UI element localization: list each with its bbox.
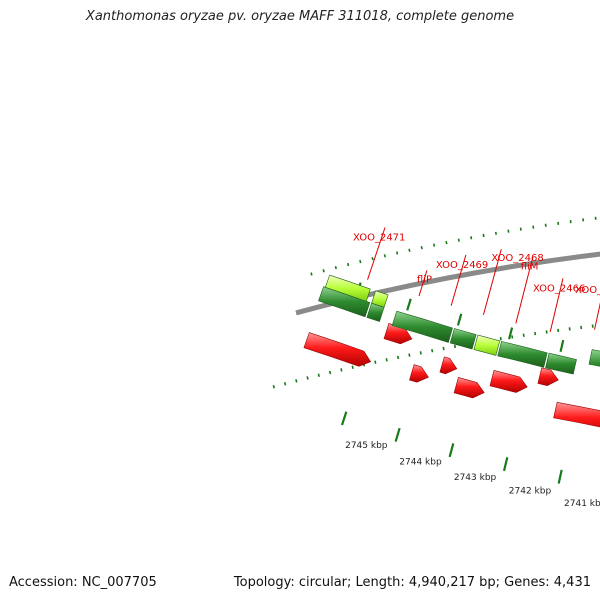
- gene-label[interactable]: XOO_2471: [353, 233, 405, 244]
- scale-label: 2742 kbp: [509, 487, 552, 497]
- reverse-gene-light: [371, 290, 389, 308]
- forward-gene: [553, 401, 600, 428]
- scale-label: 2745 kbp: [345, 441, 388, 451]
- scale-label: 2744 kbp: [399, 458, 442, 468]
- gene-leader-line: [549, 278, 564, 332]
- map-title: Xanthomonas oryzae pv. oryzae MAFF 31101…: [85, 9, 515, 24]
- reverse-gene: [588, 349, 600, 367]
- scale-tick-major: [394, 427, 401, 442]
- gene-leader-line: [450, 254, 467, 306]
- forward-gene: [409, 364, 429, 383]
- reverse-gene: [449, 328, 477, 350]
- backbone-layer: [295, 251, 600, 316]
- scale-layer: 2745 kbp 2744 kbp 2743 kbp 2742 kbp 2741 kbp…: [268, 216, 600, 509]
- reverse-gene: [545, 352, 577, 375]
- gene-leader-line: [482, 249, 502, 315]
- scale-tick-major: [448, 443, 455, 458]
- gene-label[interactable]: XOO_2468: [491, 253, 543, 264]
- genome-backbone: [295, 251, 600, 316]
- reverse-gene: [391, 310, 453, 343]
- gene-leader-line: [418, 270, 428, 297]
- gene-leader-line: [515, 257, 534, 324]
- genome-stats-text: Topology: circular; Length: 4,940,217 bp…: [233, 575, 591, 590]
- forward-gene: [439, 356, 458, 375]
- inner-tick-major: [559, 339, 565, 353]
- reverse-gene: [497, 341, 548, 368]
- gene-layer: [303, 274, 600, 428]
- inner-tick-major: [406, 298, 412, 311]
- accession-text: Accession: NC_007705: [9, 575, 157, 590]
- scale-tick-major: [340, 411, 348, 426]
- forward-gene: [453, 377, 485, 399]
- scale-label: 2741 kbp: [564, 499, 600, 509]
- scale-tick-major: [502, 457, 509, 472]
- forward-gene: [537, 367, 559, 386]
- gene-label[interactable]: XOO_2465: [575, 285, 600, 296]
- forward-gene: [489, 370, 528, 393]
- gene-label[interactable]: XOO_2469: [436, 260, 488, 271]
- inner-tick-major: [456, 313, 463, 326]
- gene-label[interactable]: XOO_2466: [533, 283, 585, 294]
- inner-tick-major: [508, 327, 514, 340]
- forward-gene: [303, 332, 372, 367]
- gene-label[interactable]: fliM: [521, 262, 539, 273]
- gene-label[interactable]: fliP: [417, 274, 432, 285]
- gene-leader-line: [367, 227, 386, 280]
- scale-label: 2743 kbp: [454, 473, 497, 483]
- scale-tick-major: [557, 469, 563, 484]
- reverse-gene-light: [324, 274, 371, 302]
- reverse-gene-light: [473, 334, 501, 356]
